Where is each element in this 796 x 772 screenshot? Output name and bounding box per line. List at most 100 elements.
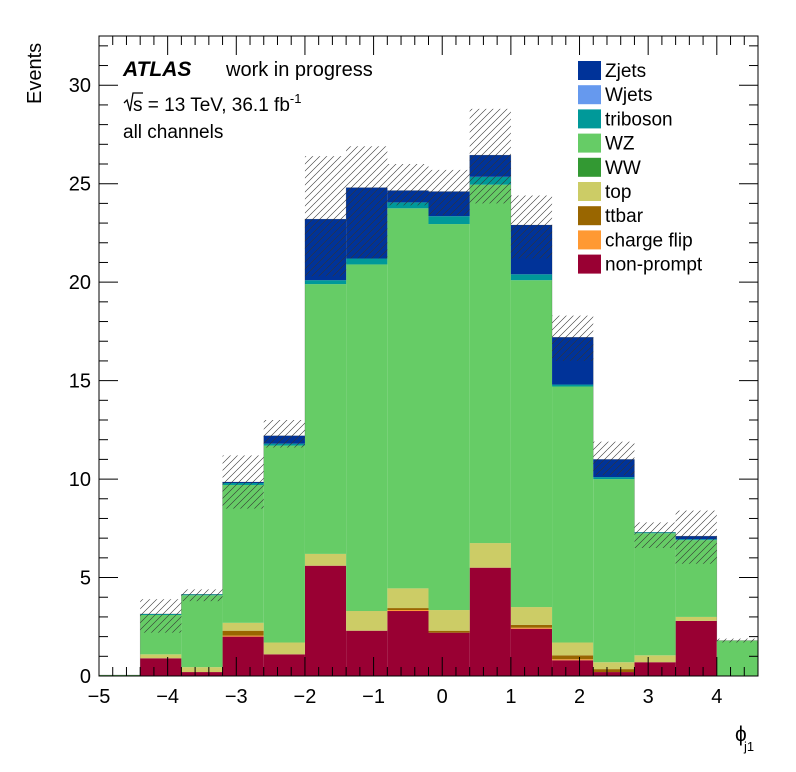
bar-top-bin-4 — [263, 642, 305, 655]
legend-label: triboson — [605, 109, 673, 130]
legend: Zjets Wjets triboson WZ WW top ttbar charge fli… — [578, 61, 703, 276]
bar-top-bin-13 — [634, 655, 676, 663]
bar-non-prompt-bin-8 — [428, 632, 470, 676]
x-axis-label: ϕ — [735, 723, 747, 746]
y-tick-label: 20 — [69, 272, 91, 294]
legend-entry-top: top — [578, 182, 631, 203]
bar-ttbar-bin-11 — [552, 655, 594, 660]
x-tick-label: −5 — [88, 686, 111, 708]
bar-non-prompt-bin-14 — [675, 620, 717, 676]
bar-WZ-bin-6 — [346, 264, 388, 612]
bar-WZ-bin-4 — [263, 445, 305, 643]
bar-charge-flip-bin-10 — [510, 627, 553, 629]
bar-top-bin-2 — [181, 667, 223, 673]
x-tick-label: 4 — [711, 686, 722, 708]
legend-entry-Zjets: Zjets — [578, 61, 646, 82]
uncertainty-band-bin-9 — [469, 108, 511, 204]
bar-non-prompt-bin-9 — [469, 567, 511, 676]
y-tick-label: 5 — [80, 568, 91, 590]
bar-triboson-bin-8 — [428, 216, 470, 225]
x-tick-label: 3 — [643, 686, 654, 708]
uncertainty-band-bin-2 — [181, 589, 223, 602]
bar-charge-flip-bin-11 — [552, 659, 594, 661]
bar-WZ-bin-9 — [469, 184, 511, 544]
bar-ttbar-bin-10 — [510, 624, 553, 628]
x-tick-label: −1 — [362, 686, 385, 708]
lumi-exponent: -1 — [290, 91, 302, 106]
x-axis: −5 −4 −3 −2 −1 0 1 2 3 4 — [88, 36, 759, 708]
bar-WZ-bin-11 — [552, 386, 594, 643]
uncertainty-band-bin-11 — [552, 315, 594, 361]
bar-non-prompt-bin-7 — [387, 611, 429, 676]
bar-ttbar-bin-8 — [428, 630, 470, 633]
uncertainty-band-bin-1 — [140, 599, 182, 633]
bar-charge-flip-bin-7 — [387, 610, 429, 612]
legend-label: charge flip — [605, 230, 693, 251]
y-tick-label: 30 — [69, 75, 91, 97]
x-tick-label: 1 — [505, 686, 516, 708]
legend-label: ttbar — [605, 206, 644, 227]
legend-swatch — [578, 157, 601, 177]
bar-top-bin-9 — [469, 543, 511, 568]
bar-charge-flip-bin-3 — [222, 635, 264, 637]
legend-entry-charge-flip: charge flip — [578, 230, 693, 251]
legend-entry-WW: WW — [578, 157, 641, 179]
bar-non-prompt-bin-4 — [263, 654, 305, 676]
bar-non-prompt-bin-1 — [140, 658, 182, 676]
bar-triboson-bin-5 — [304, 280, 347, 285]
uncertainty-band-bin-6 — [346, 146, 388, 259]
legend-label: non-prompt — [605, 255, 703, 276]
bar-top-bin-3 — [222, 622, 264, 631]
bar-ttbar-bin-12 — [593, 669, 635, 673]
uncertainty-band-bin-12 — [593, 441, 635, 476]
legend-swatch — [578, 133, 601, 153]
legend-swatch — [578, 254, 601, 274]
bar-non-prompt-bin-2 — [181, 672, 223, 676]
legend-swatch — [578, 182, 601, 201]
bar-top-bin-6 — [346, 611, 388, 631]
bar-WZ-bin-5 — [304, 284, 347, 554]
uncertainty-band-bin-14 — [675, 510, 717, 564]
energy-lumi-label: s = 13 TeV, 36.1 fb-1 — [133, 91, 301, 116]
bar-top-bin-8 — [428, 610, 470, 631]
bar-triboson-bin-11 — [552, 384, 594, 387]
legend-entry-WZ: WZ — [578, 133, 635, 155]
bar-triboson-bin-10 — [510, 274, 553, 281]
y-tick-label: 25 — [69, 174, 91, 196]
legend-swatch — [578, 109, 601, 129]
y-axis-label: Events — [24, 43, 46, 104]
sqrt-symbol — [123, 92, 143, 112]
legend-label: Zjets — [605, 61, 646, 82]
x-tick-label: −2 — [294, 686, 317, 708]
bar-non-prompt-bin-12 — [593, 672, 635, 676]
x-tick-label: 2 — [574, 686, 585, 708]
legend-swatch — [578, 85, 601, 105]
bar-non-prompt-bin-3 — [222, 636, 264, 676]
bar-non-prompt-bin-6 — [346, 630, 388, 676]
bar-WZ-bin-2 — [181, 595, 223, 668]
legend-label: WW — [605, 158, 641, 179]
bar-WZ-bin-13 — [634, 533, 676, 656]
y-axis: 0 5 10 15 20 25 30 — [69, 45, 758, 688]
legend-entry-Wjets: Wjets — [578, 85, 653, 106]
x-tick-label: −3 — [225, 686, 248, 708]
legend-entry-triboson: triboson — [578, 109, 673, 130]
bar-WZ-bin-8 — [428, 224, 470, 611]
legend-label: WZ — [605, 134, 635, 155]
bar-non-prompt-bin-11 — [552, 660, 594, 676]
x-axis-label-subscript: j1 — [743, 739, 754, 754]
bar-non-prompt-bin-13 — [634, 662, 676, 676]
uncertainty-band-bin-15 — [716, 638, 758, 643]
legend-label: Wjets — [605, 85, 653, 106]
bar-top-bin-7 — [387, 588, 429, 609]
x-tick-label: 0 — [437, 686, 448, 708]
bar-top-bin-11 — [552, 642, 594, 656]
atlas-label: ATLAS work in progress s = 13 TeV, 36.1 … — [122, 58, 373, 143]
uncertainty-band-bin-13 — [634, 522, 676, 548]
legend-entry-non-prompt: non-prompt — [578, 254, 703, 276]
x-tick-label: −4 — [156, 686, 179, 708]
y-tick-label: 10 — [69, 469, 91, 491]
channel-label: all channels — [123, 122, 223, 143]
bar-ttbar-bin-3 — [222, 630, 264, 636]
